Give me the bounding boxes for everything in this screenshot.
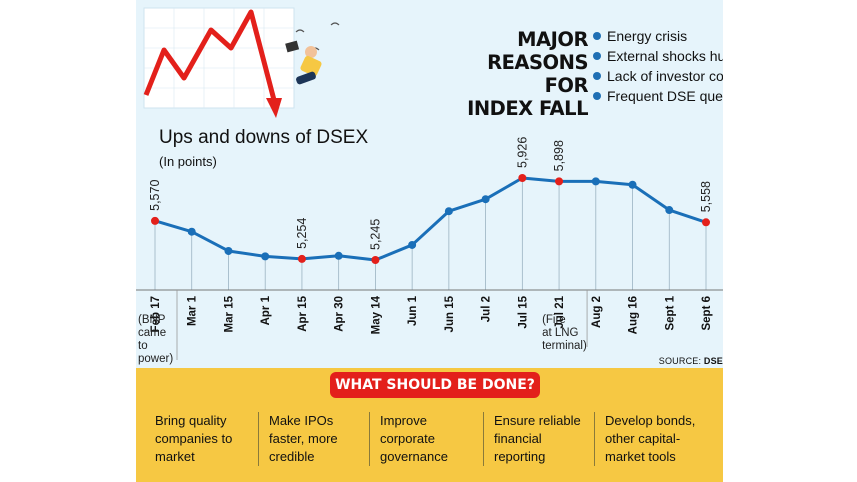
action-item-line: market tools (605, 449, 676, 464)
action-item-line: Make IPOs (269, 413, 334, 428)
category-note-line: came (138, 327, 166, 339)
action-item-line: reporting (494, 449, 546, 464)
data-label: 5,558 (699, 181, 713, 212)
data-point (591, 177, 600, 186)
x-tick-label: Apr 30 (334, 296, 346, 332)
data-point (261, 252, 270, 261)
data-label: 5,898 (552, 140, 566, 171)
category-note-line: (Fire (542, 314, 566, 326)
dsex-series-line (154, 176, 707, 262)
x-tick-label: Jul 15 (517, 295, 529, 328)
data-label: 5,570 (148, 180, 162, 211)
x-tick-label: Sept 6 (701, 296, 713, 331)
data-point (555, 177, 564, 186)
category-note-line: (BNP (138, 314, 166, 326)
data-point (481, 195, 490, 204)
action-item-line: corporate (380, 431, 435, 446)
data-point (408, 240, 417, 249)
headline-line-2: REASONS FOR (487, 51, 588, 97)
action-item-line: credible (269, 449, 315, 464)
source-label: SOURCE: (658, 356, 702, 366)
x-tick-label: Aug 16 (628, 296, 640, 334)
data-point (444, 207, 453, 216)
data-point (297, 254, 306, 263)
x-tick-label: Feb 17 (150, 296, 162, 332)
action-item-line: Develop bonds, (605, 413, 696, 428)
x-tick-label: May 14 (370, 295, 382, 334)
chart-unit: (In points) (159, 154, 217, 169)
x-tick-label: Jun 15 (444, 295, 456, 332)
action-item-line: Ensure reliable (494, 413, 581, 428)
action-item-line: faster, more (269, 431, 338, 446)
action-item: Ensure reliable financial reporting (483, 412, 598, 466)
headline: MAJOR REASONS FOR INDEX FALL (454, 28, 588, 120)
falling-businessman-icon (285, 40, 322, 85)
reason-item: Energy crisis (592, 26, 723, 46)
action-item-line: financial (494, 431, 542, 446)
reasons-list: Energy crisis External shocks hurting bu… (592, 26, 723, 106)
data-point (371, 256, 380, 264)
data-point (334, 251, 343, 260)
data-label: 5,926 (515, 137, 529, 168)
action-item-line: market (155, 449, 195, 464)
x-tick-label: Mar 1 (187, 295, 199, 326)
data-point (224, 246, 233, 255)
category-note-line: power) (138, 353, 173, 365)
category-note-line: to (138, 340, 148, 352)
data-label: 5,254 (295, 218, 309, 249)
x-tick-label: Jul 21 (554, 295, 566, 328)
reason-item: Frequent DSE queries on large trades (592, 86, 723, 106)
reason-item: Lack of investor confidence (592, 66, 723, 86)
data-point (628, 180, 637, 189)
data-label: 5,245 (368, 219, 382, 250)
x-tick-label: Apr 15 (297, 295, 309, 331)
action-item: Develop bonds, other capital-market tools (594, 412, 709, 466)
x-tick-label: Apr 1 (260, 295, 272, 325)
action-item-line: Improve (380, 413, 427, 428)
source-credit: SOURCE: DSE (659, 356, 723, 366)
x-tick-label: Mar 15 (223, 295, 235, 332)
actions-title: WHAT SHOULD BE DONE? (330, 372, 540, 398)
x-tick-label: Sept 1 (664, 295, 676, 330)
action-item-line: Bring quality (155, 413, 227, 428)
falling-market-illustration (143, 7, 340, 118)
source-name: DSE (703, 356, 723, 366)
headline-line-3: INDEX FALL (467, 97, 588, 120)
category-note-line: terminal) (542, 340, 587, 352)
x-tick-label: Jul 2 (481, 296, 493, 322)
data-point (187, 227, 196, 236)
data-point (151, 216, 159, 225)
action-item: Bring quality companies to market (155, 412, 259, 466)
category-note-line: at LNG (542, 327, 578, 339)
data-point (518, 174, 527, 182)
action-item: Make IPOs faster, more credible (258, 412, 373, 466)
chart-title: Ups and downs of DSEX (159, 127, 369, 148)
action-item-line: other capital- (605, 431, 681, 446)
x-tick-label: Aug 2 (591, 296, 603, 328)
data-point (702, 218, 710, 227)
x-tick-label: Jun 1 (407, 295, 419, 326)
data-point (665, 206, 674, 215)
action-item-line: governance (380, 449, 448, 464)
reason-item: External shocks hurting businesses (592, 46, 723, 66)
action-item-line: companies to (155, 431, 233, 446)
action-item: Improve corporate governance (369, 412, 484, 466)
headline-line-1: MAJOR (517, 28, 588, 51)
